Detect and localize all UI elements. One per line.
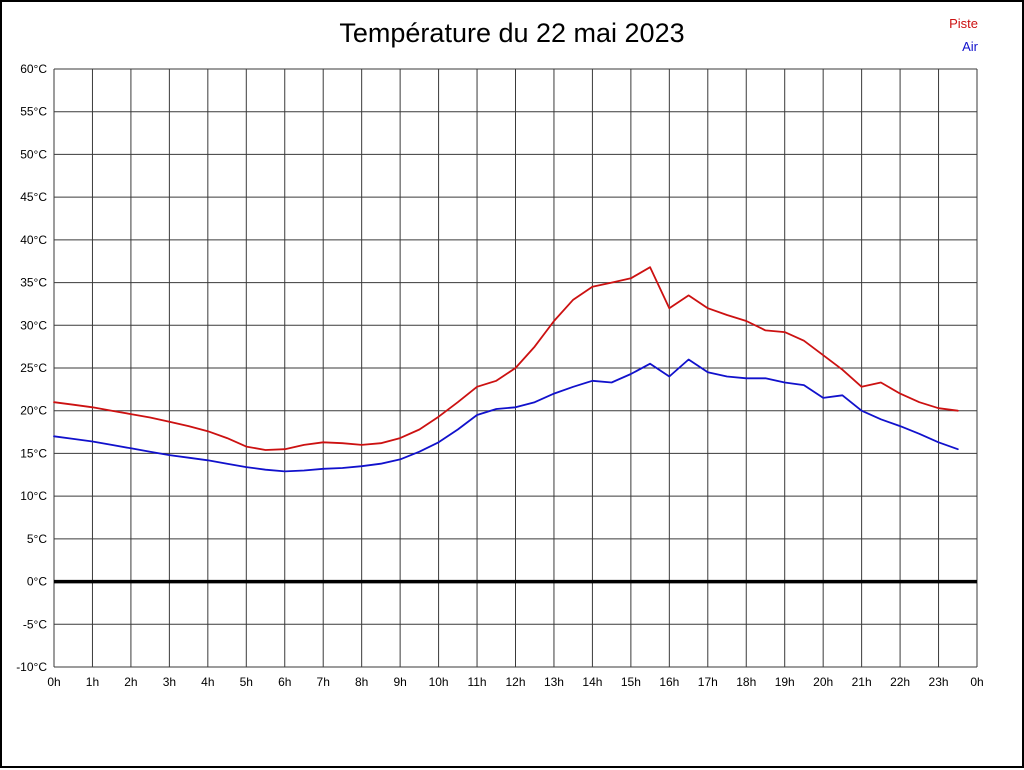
- svg-text:15h: 15h: [621, 675, 641, 689]
- svg-text:17h: 17h: [698, 675, 718, 689]
- svg-text:12h: 12h: [505, 675, 525, 689]
- svg-text:60°C: 60°C: [20, 62, 47, 76]
- svg-text:0°C: 0°C: [27, 575, 47, 589]
- svg-text:2h: 2h: [124, 675, 137, 689]
- svg-text:25°C: 25°C: [20, 361, 47, 375]
- series-air-line: [53, 358, 959, 473]
- svg-text:10h: 10h: [429, 675, 449, 689]
- svg-text:20°C: 20°C: [20, 404, 47, 418]
- x-axis-labels: 0h 1h 2h 3h 4h 5h 6h 7h 8h 9h 10h 11h 12h 13h 14h 15h 16…: [47, 675, 983, 689]
- svg-text:45°C: 45°C: [20, 190, 47, 204]
- svg-text:55°C: 55°C: [20, 105, 47, 119]
- svg-text:35°C: 35°C: [20, 276, 47, 290]
- svg-text:23h: 23h: [929, 675, 949, 689]
- svg-text:6h: 6h: [278, 675, 291, 689]
- svg-text:15°C: 15°C: [20, 446, 47, 460]
- svg-text:14h: 14h: [582, 675, 602, 689]
- svg-text:3h: 3h: [163, 675, 176, 689]
- svg-text:21h: 21h: [852, 675, 872, 689]
- svg-text:20h: 20h: [813, 675, 833, 689]
- legend: Piste Air: [949, 12, 978, 58]
- svg-text:8h: 8h: [355, 675, 368, 689]
- svg-text:30°C: 30°C: [20, 318, 47, 332]
- svg-text:4h: 4h: [201, 675, 214, 689]
- svg-text:-10°C: -10°C: [16, 660, 47, 674]
- svg-text:10°C: 10°C: [20, 489, 47, 503]
- svg-text:16h: 16h: [659, 675, 679, 689]
- svg-text:1h: 1h: [86, 675, 99, 689]
- svg-text:0h: 0h: [970, 675, 983, 689]
- svg-text:50°C: 50°C: [20, 147, 47, 161]
- y-axis-labels: 60°C 55°C 50°C 45°C 40°C 35°C 30°C 25°C 20°C 15°C…: [16, 62, 47, 674]
- svg-text:18h: 18h: [736, 675, 756, 689]
- svg-text:0h: 0h: [47, 675, 60, 689]
- svg-text:40°C: 40°C: [20, 233, 47, 247]
- legend-item-piste: Piste: [949, 16, 978, 31]
- svg-text:9h: 9h: [393, 675, 406, 689]
- svg-text:22h: 22h: [890, 675, 910, 689]
- svg-text:-5°C: -5°C: [23, 617, 47, 631]
- svg-text:19h: 19h: [775, 675, 795, 689]
- svg-text:7h: 7h: [317, 675, 330, 689]
- svg-text:5°C: 5°C: [27, 532, 47, 546]
- svg-text:13h: 13h: [544, 675, 564, 689]
- svg-text:5h: 5h: [240, 675, 253, 689]
- page-title: Température du 22 mai 2023: [339, 18, 685, 48]
- svg-text:11h: 11h: [467, 675, 486, 689]
- legend-item-air: Air: [962, 39, 978, 54]
- series-piste-line: [53, 266, 959, 451]
